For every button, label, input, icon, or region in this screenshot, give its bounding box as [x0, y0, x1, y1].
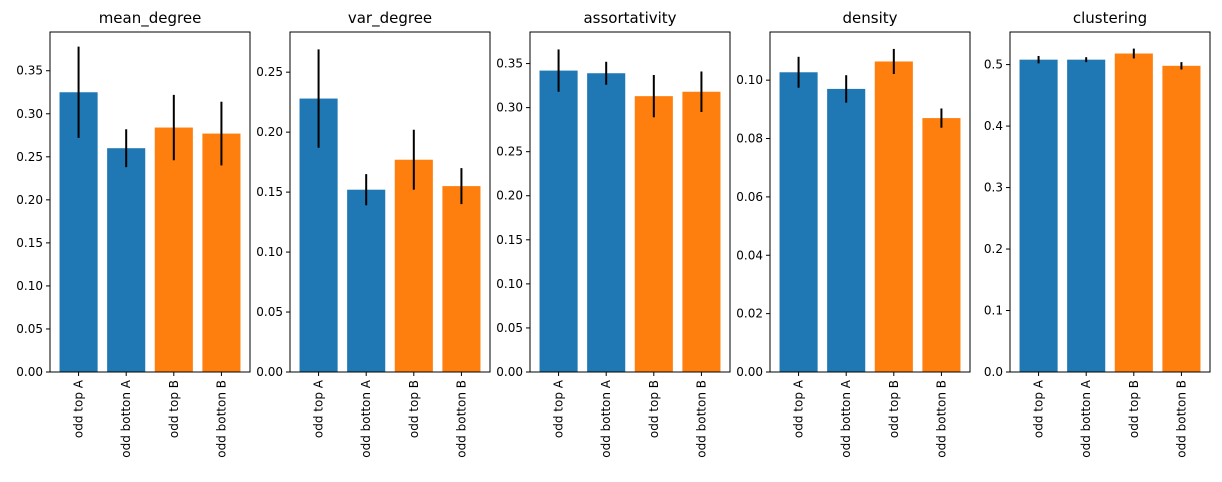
bar-odd-botton-B	[442, 186, 481, 372]
y-tick-label: 0.04	[736, 248, 763, 262]
x-tick-label: odd botton B	[694, 380, 708, 458]
y-tick-label: 0.35	[496, 57, 523, 71]
y-tick-label: 0.10	[736, 73, 763, 87]
axes-frame	[529, 31, 731, 373]
x-tick-label: odd botton B	[934, 380, 948, 458]
y-tick-label: 0.20	[16, 193, 43, 207]
y-tick-label: 0.05	[496, 321, 523, 335]
x-tick-label: odd botton B	[1174, 380, 1188, 458]
y-tick-label: 0.2	[984, 242, 1003, 256]
x-tick-label: odd botton A	[839, 379, 853, 458]
y-tick-label: 0.00	[16, 365, 43, 379]
x-tick-label: odd top A	[312, 379, 326, 438]
chart-title: var_degree	[348, 9, 432, 28]
chart-panel-clustering: clustering odd top A odd botton A odd top B…	[984, 9, 1211, 458]
bar-odd-botton-A	[347, 189, 386, 372]
y-tick-label: 0.20	[256, 125, 283, 139]
y-tick-label: 0.00	[256, 365, 283, 379]
x-tick-label: odd botton A	[599, 379, 613, 458]
y-tick-label: 0.5	[984, 58, 1003, 72]
chart-title: assortativity	[583, 9, 676, 27]
y-tick-label: 0.30	[496, 101, 523, 115]
y-tick-label: 0.20	[496, 189, 523, 203]
bar-odd-botton-A	[1067, 59, 1106, 373]
y-tick-label: 0.00	[496, 365, 523, 379]
bar-odd-top-B	[154, 127, 193, 372]
chart-title: clustering	[1073, 9, 1147, 27]
x-tick-label: odd top A	[72, 379, 86, 438]
bar-odd-top-B	[634, 96, 673, 372]
x-tick-label: odd top B	[167, 380, 181, 438]
y-tick-label: 0.10	[256, 245, 283, 259]
x-tick-label: odd top B	[407, 380, 421, 438]
y-tick-label: 0.15	[496, 233, 523, 247]
y-tick-label: 0.25	[256, 65, 283, 79]
chart-panel-assortativity: assortativity odd top A odd botton A odd to…	[496, 9, 731, 458]
bar-odd-top-A	[779, 72, 818, 372]
x-tick-label: odd botton A	[119, 379, 133, 458]
bar-odd-botton-B	[682, 91, 721, 373]
y-tick-label: 0.25	[496, 145, 523, 159]
axes-frame	[769, 31, 971, 373]
bar-odd-botton-B	[202, 133, 241, 372]
chart-title: density	[843, 9, 898, 27]
chart-title: mean_degree	[99, 9, 202, 28]
x-tick-label: odd botton B	[214, 380, 228, 458]
y-tick-label: 0.10	[496, 277, 523, 291]
y-tick-label: 0.05	[16, 322, 43, 336]
y-tick-label: 0.15	[256, 185, 283, 199]
x-tick-label: odd botton A	[359, 379, 373, 458]
y-tick-label: 0.02	[736, 307, 763, 321]
y-tick-label: 0.08	[736, 132, 763, 146]
axes-frame	[49, 31, 251, 373]
bar-odd-top-A	[1019, 59, 1058, 373]
x-tick-label: odd top A	[792, 379, 806, 438]
bar-odd-botton-A	[107, 148, 146, 372]
y-tick-label: 0.4	[984, 119, 1003, 133]
bar-odd-botton-B	[1162, 65, 1201, 372]
chart-panel-density: density odd top A odd botton A odd top B odd…	[736, 9, 971, 458]
x-tick-label: odd top B	[647, 380, 661, 438]
y-tick-label: 0.10	[16, 279, 43, 293]
bar-odd-botton-A	[587, 73, 626, 372]
x-tick-label: odd botton B	[454, 380, 468, 458]
bar-odd-botton-A	[827, 88, 866, 372]
x-tick-label: odd top A	[552, 379, 566, 438]
x-tick-label: odd botton A	[1079, 379, 1093, 458]
y-tick-label: 0.05	[256, 305, 283, 319]
axes-frame	[1009, 31, 1211, 373]
y-tick-label: 0.06	[736, 190, 763, 204]
bar-odd-top-A	[59, 92, 98, 372]
x-tick-label: odd top B	[1127, 380, 1141, 438]
y-tick-label: 0.30	[16, 107, 43, 121]
x-tick-label: odd top A	[1032, 379, 1046, 438]
y-tick-label: 0.00	[736, 365, 763, 379]
bar-odd-botton-B	[922, 118, 961, 372]
y-tick-label: 0.15	[16, 236, 43, 250]
bar-odd-top-B	[1114, 53, 1153, 373]
bar-odd-top-A	[539, 70, 578, 372]
y-tick-label: 0.3	[984, 181, 1003, 195]
y-tick-label: 0.0	[984, 365, 1003, 379]
y-tick-label: 0.25	[16, 150, 43, 164]
bar-odd-top-B	[874, 61, 913, 373]
x-tick-label: odd top B	[887, 380, 901, 438]
axes-frame	[289, 31, 491, 373]
y-tick-label: 0.35	[16, 64, 43, 78]
y-tick-label: 0.1	[984, 304, 1003, 318]
bar-odd-top-B	[394, 159, 433, 372]
